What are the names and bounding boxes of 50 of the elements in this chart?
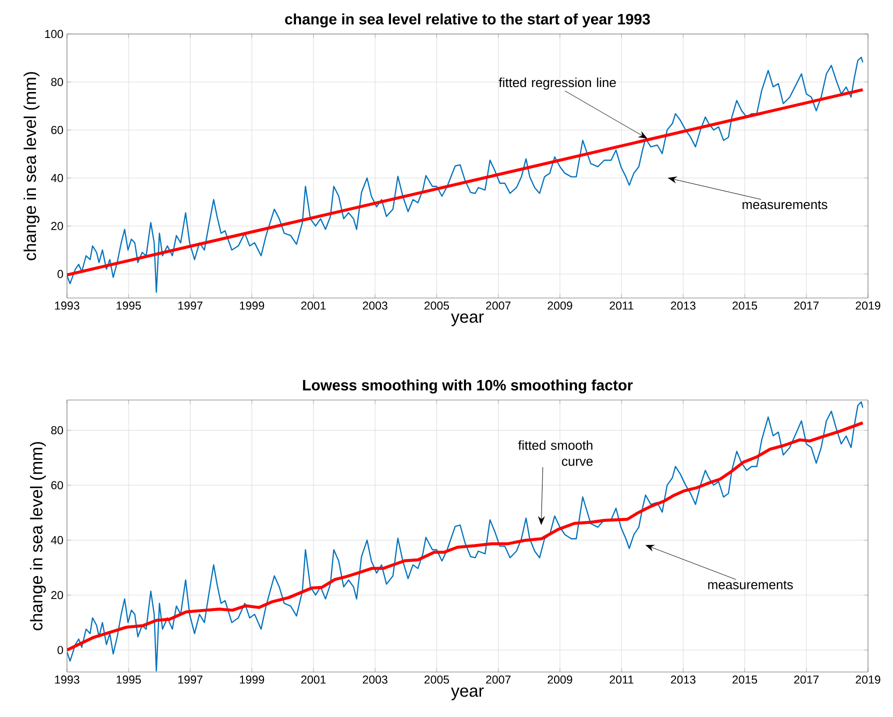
x-tick-label: 2005 — [424, 302, 449, 310]
x-tick-label: 1999 — [240, 676, 264, 684]
x-tick-label: 2009 — [548, 676, 572, 684]
annotation: fitted smooth curve — [518, 440, 593, 466]
y-tick-label: 0 — [58, 270, 64, 278]
chart-title: change in sea level relative to the start of year 1993 — [285, 13, 650, 28]
y-tick-label: 40 — [50, 536, 64, 544]
x-tick-label: 2007 — [486, 676, 511, 684]
x-tick-label: 2005 — [424, 676, 449, 684]
x-tick-label: 2015 — [732, 302, 758, 310]
chart-title: Lowess smoothing with 10% smoothing factor — [303, 379, 633, 394]
annotation: fitted regression line — [498, 78, 616, 90]
y-tick-label: 80 — [51, 78, 64, 86]
annotation: measurements — [708, 580, 793, 590]
x-tick-label: 2011 — [610, 676, 634, 684]
line-series — [67, 56, 864, 293]
x-axis-title: year — [451, 688, 484, 700]
x-tick-label: 2007 — [486, 302, 511, 310]
x-tick-label: 2019 — [856, 302, 880, 310]
annotation: measurements — [742, 200, 828, 210]
y-tick-label: 20 — [51, 591, 64, 600]
x-tick-label: 2009 — [548, 302, 572, 310]
x-tick-label: 1997 — [178, 302, 202, 310]
x-tick-label: 2013 — [670, 302, 696, 310]
x-tick-label: 1999 — [240, 302, 264, 310]
x-tick-label: 2011 — [610, 302, 634, 310]
x-tick-label: 2001 — [301, 302, 326, 310]
x-tick-label: 1995 — [116, 676, 141, 684]
x-tick-label: 1993 — [55, 676, 80, 684]
y-tick-label: 60 — [51, 126, 64, 134]
x-axis-title: year — [451, 314, 484, 326]
x-tick-label: 2003 — [362, 302, 388, 310]
x-tick-label: 1997 — [178, 676, 202, 684]
y-tick-label: 60 — [51, 481, 64, 490]
x-tick-label: 2001 — [301, 676, 326, 684]
x-tick-label: 2017 — [794, 676, 819, 684]
y-tick-label: 20 — [51, 222, 64, 230]
y-tick-label: 40 — [50, 174, 64, 182]
x-tick-label: 1995 — [116, 302, 141, 310]
y-tick-label: 0 — [58, 646, 64, 654]
x-tick-label: 2019 — [856, 676, 880, 684]
y-axis-title: change in sea level (mm) — [24, 72, 40, 260]
x-tick-label: 2013 — [670, 676, 696, 684]
x-tick-label: 2003 — [362, 676, 388, 684]
x-tick-label: 2017 — [794, 302, 819, 310]
x-tick-label: 2015 — [732, 676, 758, 684]
y-tick-label: 100 — [45, 30, 64, 38]
y-axis-title: change in sea level (mm) — [30, 442, 46, 630]
x-tick-label: 1993 — [55, 302, 80, 310]
y-tick-label: 80 — [51, 426, 64, 434]
